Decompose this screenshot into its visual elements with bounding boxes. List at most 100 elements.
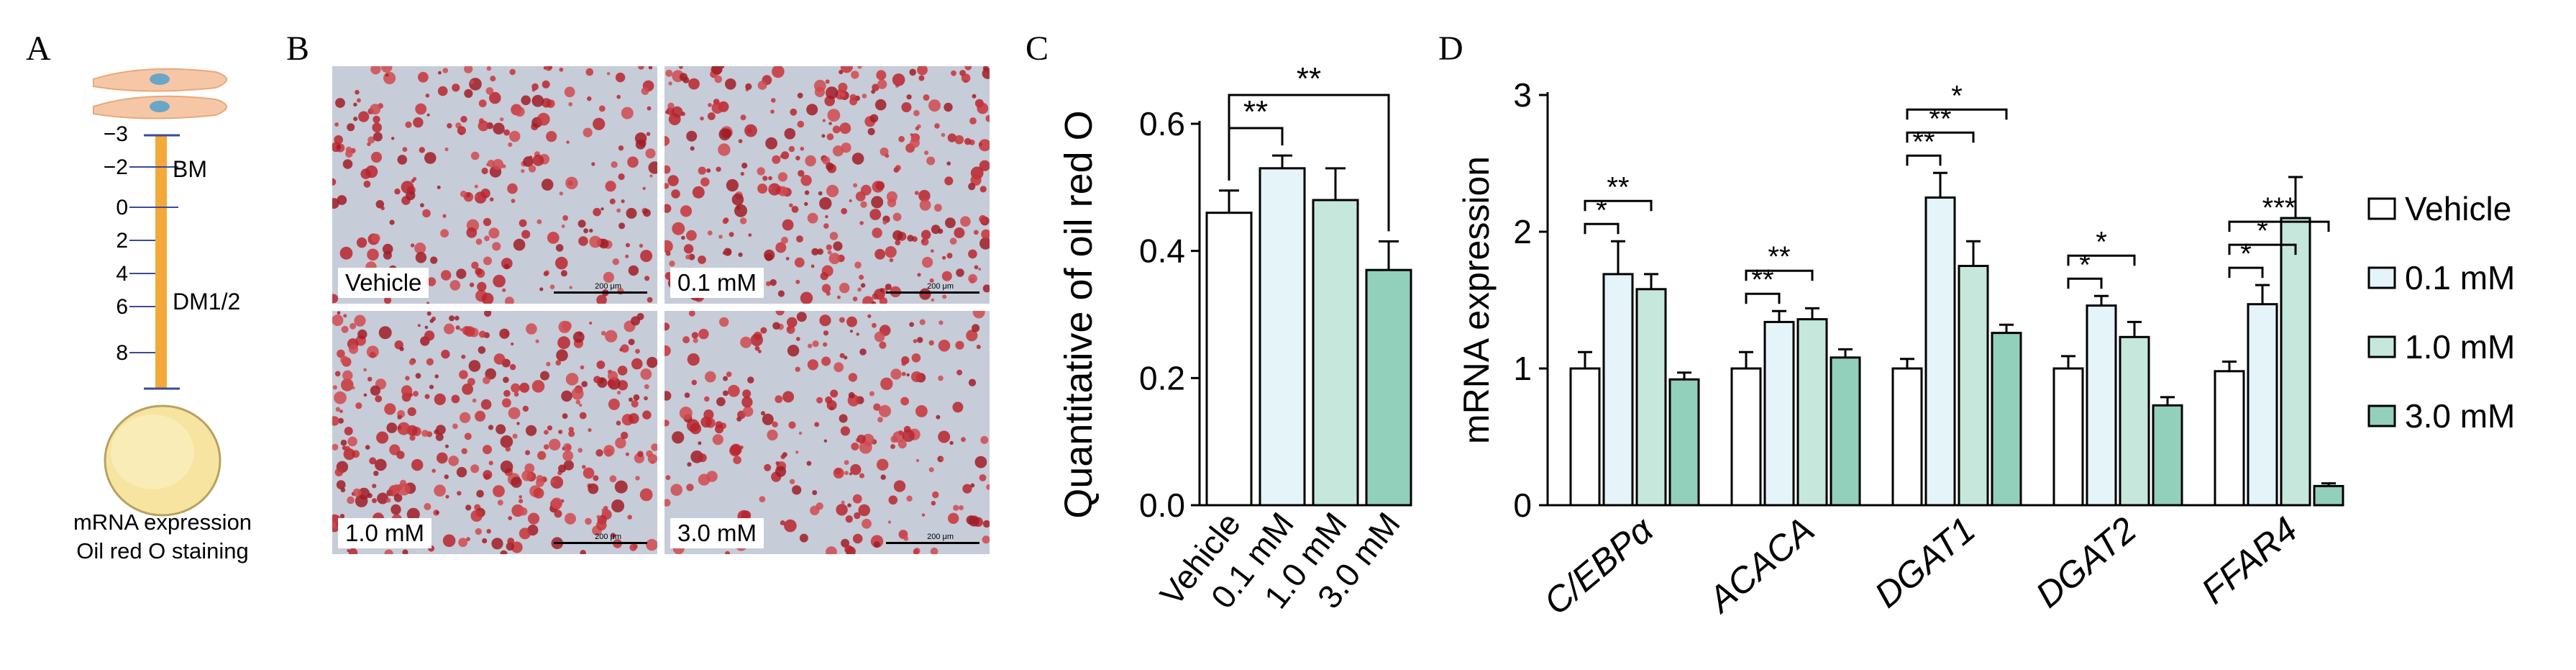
lipid-droplet [879,297,887,304]
lipid-droplet [981,229,990,240]
lipid-droplet [827,250,832,255]
lipid-droplet [682,211,689,217]
lipid-droplet [686,130,698,142]
lipid-droplet [394,484,399,489]
lipid-droplet [514,107,525,117]
lipid-droplet [598,105,606,112]
lipid-droplet [728,384,740,397]
lipid-droplet [758,350,762,353]
lipid-droplet [956,268,964,277]
lipid-droplet [705,371,716,383]
lipid-droplet [409,435,416,441]
lipid-droplet [347,123,355,132]
lipid-droplet [819,197,832,210]
lipid-droplet [542,98,552,108]
lipid-droplet [800,146,805,151]
lipid-droplet [790,108,798,116]
scale-bar [886,542,979,544]
lipid-droplet [754,345,760,351]
lipid-droplet [907,235,914,242]
scale-text: 200 μm [595,282,621,291]
lipid-droplet [823,330,829,336]
significance-label: * [2240,238,2252,270]
significance-label: ** [1912,126,1935,158]
lipid-droplet [437,185,441,189]
lipid-droplet [668,81,672,86]
lipid-droplet [839,70,844,75]
lipid-droplet [946,253,953,259]
lipid-droplet [370,104,381,115]
lipid-droplet [358,111,370,122]
lipid-droplet [849,94,857,101]
lipid-droplet [970,483,975,488]
lipid-droplet [489,197,494,202]
lipid-droplet [565,176,578,189]
lipid-droplet [855,191,866,202]
lipid-droplet [978,268,982,271]
bar [2313,484,2344,507]
x-tick-label: C/EBPα [1536,509,1661,623]
lipid-droplet [589,321,593,325]
lipid-droplet [441,349,450,359]
lipid-droplet [723,248,732,256]
lipid-droplet [711,66,723,75]
lipid-droplet [541,178,554,191]
lipid-droplet [581,381,588,387]
lipid-droplet [671,189,680,199]
lipid-droplet [667,175,679,186]
lipid-droplet [505,296,514,304]
lipid-droplet [397,422,411,435]
lipid-droplet [426,113,430,117]
lipid-droplet [332,443,339,451]
lipid-droplet [618,222,626,230]
lipid-droplet [519,528,531,540]
lipid-droplet [621,107,634,119]
significance-bracket [2067,254,2136,266]
lipid-droplet [444,147,449,152]
lipid-droplet [914,191,919,195]
lipid-droplet [806,461,812,466]
lipid-droplet [434,374,439,379]
lipid-droplet [500,550,508,554]
lipid-droplet [795,366,800,372]
lipid-droplet [509,68,516,76]
lipid-droplet [910,371,923,383]
lipid-droplet [357,329,367,340]
significance-label: * [2079,249,2091,281]
lipid-droplet [611,161,618,168]
lipid-droplet [585,68,594,76]
lipid-droplet [633,543,638,549]
lipid-droplet [596,515,600,519]
lipid-droplet [618,145,624,151]
lipid-droplet [931,501,936,506]
lipid-droplet [348,548,358,554]
lipid-droplet [796,235,803,243]
lipid-droplet [449,280,461,291]
lipid-droplet [587,96,592,101]
lipid-droplet [951,70,956,76]
lipid-droplet [424,330,435,341]
lipid-droplet [521,95,531,106]
lipid-droplet [569,286,572,289]
lipid-droplet [337,195,347,205]
lipid-droplet [961,437,966,443]
lipid-droplet [526,425,537,436]
lipid-droplet [890,444,895,449]
lipid-droplet [872,83,880,91]
lipid-droplet [407,407,416,417]
lipid-droplet [430,256,438,264]
lipid-droplet [596,520,607,531]
lipid-droplet [615,72,626,83]
lipid-droplet [424,152,437,164]
lipid-droplet [932,491,939,499]
lipid-droplet [475,195,478,199]
lipid-droplet [485,368,496,380]
lipid-droplet [977,102,989,114]
lipid-droplet [719,317,729,327]
lipid-droplet [822,119,826,122]
lipid-droplet [536,219,542,225]
lipid-droplet [406,507,420,521]
lipid-droplet [700,116,704,121]
lipid-droplet [817,248,823,255]
lipid-droplet [917,273,921,277]
